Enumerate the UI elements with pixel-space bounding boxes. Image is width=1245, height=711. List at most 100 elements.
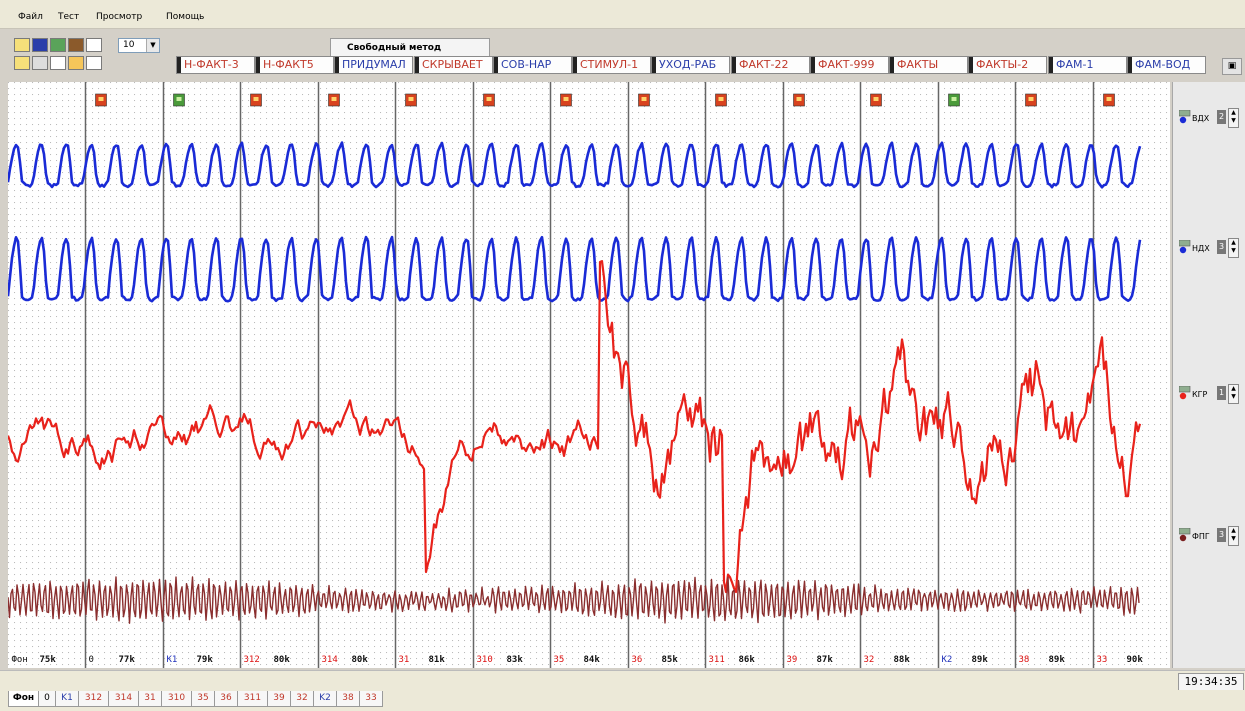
bottom-tab[interactable]: 38 bbox=[336, 691, 360, 707]
bottom-tab[interactable]: 36 bbox=[214, 691, 238, 707]
bottom-tab[interactable]: 311 bbox=[237, 691, 268, 707]
red-flag-icon[interactable] bbox=[793, 93, 805, 107]
question-tab[interactable]: СОВ-НАР bbox=[493, 56, 572, 74]
bottom-tab[interactable]: Фон bbox=[8, 691, 39, 707]
question-tab[interactable]: ФАКТ-999 bbox=[810, 56, 889, 74]
bottom-tab[interactable]: 314 bbox=[108, 691, 139, 707]
question-tab[interactable]: ФАМ-1 bbox=[1048, 56, 1127, 74]
red-flag-icon[interactable] bbox=[560, 93, 572, 107]
red-flag-icon[interactable] bbox=[870, 93, 882, 107]
question-tab[interactable]: СКРЫВАЕТ bbox=[414, 56, 493, 74]
wrench-icon[interactable] bbox=[68, 38, 84, 52]
scale-spinner[interactable]: ▲ ▼ bbox=[1228, 384, 1239, 404]
green-flag-icon[interactable] bbox=[173, 93, 185, 107]
scale-spinner[interactable]: ▲ ▼ bbox=[1228, 526, 1239, 546]
bottom-tab[interactable]: 33 bbox=[359, 691, 383, 707]
marker-number: 32 bbox=[864, 655, 875, 665]
save-icon[interactable] bbox=[32, 38, 48, 52]
menu-help[interactable]: Помощь bbox=[166, 12, 205, 22]
marker-number: 312 bbox=[244, 655, 260, 665]
bottom-tab[interactable]: 35 bbox=[191, 691, 215, 707]
scale-spinner[interactable]: ▲ ▼ bbox=[1228, 108, 1239, 128]
bottom-tab[interactable]: K1 bbox=[55, 691, 79, 707]
question-tab[interactable]: СТИМУЛ-1 bbox=[572, 56, 651, 74]
print-icon[interactable] bbox=[68, 56, 84, 70]
channel-icon[interactable] bbox=[1178, 385, 1191, 400]
open-icon[interactable] bbox=[14, 56, 30, 70]
marker-number: 314 bbox=[322, 655, 338, 665]
question-tab[interactable]: ФАКТЫ-2 bbox=[968, 56, 1047, 74]
question-tab[interactable]: Н-ФАКТ-3 bbox=[176, 56, 255, 74]
upper-breathing-trace bbox=[8, 141, 1142, 189]
chevron-down-icon[interactable]: ▼ bbox=[146, 39, 159, 52]
channel-icon[interactable] bbox=[1178, 527, 1191, 542]
channel-icon[interactable] bbox=[1178, 239, 1191, 254]
bottom-tabs: Фон 0 K1 312 314 31 310 35 36 311 39 32 K2 38 33 bbox=[0, 690, 1245, 711]
menu-file[interactable]: Файл bbox=[18, 12, 43, 22]
marker-timestamp: 80k bbox=[352, 655, 369, 665]
bottom-tab[interactable]: 310 bbox=[161, 691, 192, 707]
marker-timestamp: 81k bbox=[429, 655, 446, 665]
red-flag-icon[interactable] bbox=[715, 93, 727, 107]
zoom-select[interactable]: 10 ▼ bbox=[118, 38, 160, 53]
question-tab[interactable]: ФАМ-ВОД bbox=[1127, 56, 1206, 74]
question-tab[interactable]: ПРИДУМАЛ bbox=[334, 56, 413, 74]
marker-timestamp: 88k bbox=[894, 655, 911, 665]
chart-background bbox=[8, 82, 1170, 668]
bottom-tab[interactable]: 31 bbox=[138, 691, 162, 707]
green-flag-icon[interactable] bbox=[948, 93, 960, 107]
plethysmograph-trace bbox=[8, 576, 1140, 624]
zoom-value: 10 bbox=[123, 40, 135, 50]
channel-scale: 1 bbox=[1217, 386, 1226, 400]
red-flag-icon[interactable] bbox=[250, 93, 262, 107]
channel-control: НДХ 3 ▲ ▼ bbox=[1178, 238, 1241, 260]
marker-number: 38 bbox=[1019, 655, 1030, 665]
arrows-icon[interactable] bbox=[86, 56, 102, 70]
question-tab[interactable]: УХОД-РАБ bbox=[651, 56, 730, 74]
red-flag-icon[interactable] bbox=[95, 93, 107, 107]
lower-breathing-trace bbox=[8, 235, 1142, 303]
marker-timestamp: 85k bbox=[662, 655, 679, 665]
bottom-tab[interactable]: 312 bbox=[78, 691, 109, 707]
channel-scale: 3 bbox=[1217, 528, 1226, 542]
marker-number: 31 bbox=[399, 655, 410, 665]
new-icon[interactable] bbox=[14, 38, 30, 52]
channel-icon[interactable] bbox=[1178, 109, 1191, 124]
marker-timestamp: 79k bbox=[197, 655, 214, 665]
channel-control: ФПГ 3 ▲ ▼ bbox=[1178, 526, 1241, 548]
marker-number: 39 bbox=[787, 655, 798, 665]
red-flag-icon[interactable] bbox=[1025, 93, 1037, 107]
red-flag-icon[interactable] bbox=[638, 93, 650, 107]
marker-number: 36 bbox=[632, 655, 643, 665]
bottom-tab[interactable]: 0 bbox=[38, 691, 56, 707]
grid-icon[interactable] bbox=[32, 56, 48, 70]
channel-label: ВДХ bbox=[1192, 114, 1210, 123]
red-flag-icon[interactable] bbox=[1103, 93, 1115, 107]
question-tab[interactable]: ФАКТЫ bbox=[889, 56, 968, 74]
bottom-tab[interactable]: 39 bbox=[267, 691, 291, 707]
channel-scale: 3 bbox=[1217, 240, 1226, 254]
question-tab[interactable]: ФАКТ-22 bbox=[731, 56, 810, 74]
marker-timestamp: 89k bbox=[972, 655, 989, 665]
red-flag-icon[interactable] bbox=[405, 93, 417, 107]
marker-timestamp: 90k bbox=[1127, 655, 1144, 665]
tree-icon[interactable] bbox=[50, 38, 66, 52]
channel-control: КГР 1 ▲ ▼ bbox=[1178, 384, 1241, 406]
menu-test[interactable]: Тест bbox=[58, 12, 80, 22]
axes-icon[interactable] bbox=[86, 38, 102, 52]
method-tab[interactable]: Свободный метод bbox=[330, 38, 490, 56]
menu-view[interactable]: Просмотр bbox=[96, 12, 143, 22]
bottom-tab[interactable]: 32 bbox=[290, 691, 314, 707]
bottom-tab[interactable]: K2 bbox=[313, 691, 337, 707]
channel-scale: 2 bbox=[1217, 110, 1226, 124]
marker-timestamp: 75k bbox=[40, 655, 57, 665]
blank-icon[interactable] bbox=[50, 56, 66, 70]
red-flag-icon[interactable] bbox=[483, 93, 495, 107]
scale-spinner[interactable]: ▲ ▼ bbox=[1228, 238, 1239, 258]
corner-button[interactable]: ▣ bbox=[1222, 58, 1242, 75]
question-tabs: Н-ФАКТ-3 Н-ФАКТ5 ПРИДУМАЛ СКРЫВАЕТ СОВ-НАР СТ… bbox=[176, 56, 1206, 74]
question-tab[interactable]: Н-ФАКТ5 bbox=[255, 56, 334, 74]
red-flag-icon[interactable] bbox=[328, 93, 340, 107]
channel-label: КГР bbox=[1192, 390, 1208, 399]
marker-timestamp: 77k bbox=[119, 655, 136, 665]
